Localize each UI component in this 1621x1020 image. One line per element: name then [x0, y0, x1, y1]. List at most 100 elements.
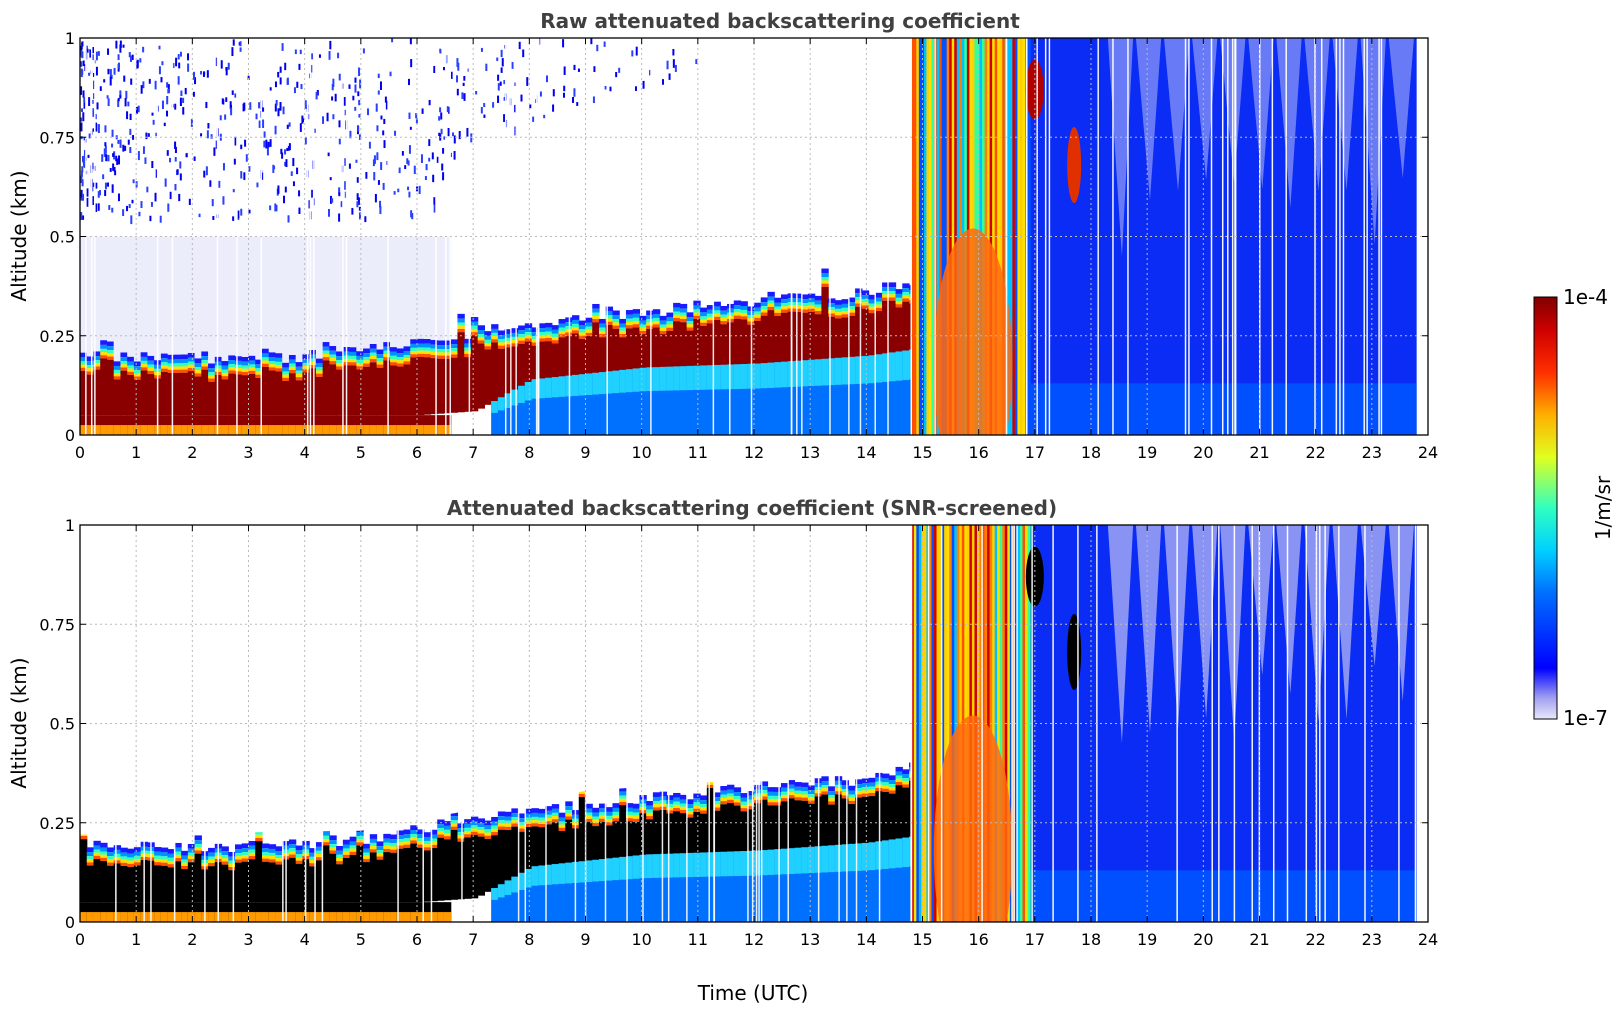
noise-cell: [174, 183, 177, 191]
noise-cell: [463, 93, 466, 101]
heatmap-cell: [288, 363, 297, 367]
noise-cell: [411, 213, 414, 220]
gap-line: [94, 38, 96, 435]
noise-cell: [404, 165, 407, 170]
heatmap-cell: [518, 818, 526, 823]
heatmap-cell: [518, 822, 526, 826]
x-tick-label: 1: [131, 930, 141, 949]
heatmap-cell: [538, 323, 546, 329]
heatmap-cell: [443, 358, 452, 414]
x-tick-label: 6: [412, 930, 422, 949]
heatmap-cell: [309, 856, 317, 861]
heatmap-cell: [821, 845, 829, 922]
heatmap-cell: [396, 425, 405, 435]
heatmap-cell: [538, 823, 546, 828]
heatmap-cell: [147, 374, 155, 416]
noise-cell: [334, 93, 337, 102]
heatmap-cell: [336, 857, 344, 862]
heatmap-cell: [720, 317, 728, 322]
heatmap-cell: [780, 361, 789, 388]
heatmap-cell: [868, 777, 876, 783]
noise-cell: [299, 123, 302, 132]
heatmap-cell: [464, 837, 472, 899]
heatmap-cell: [767, 799, 775, 803]
heatmap-cell: [828, 303, 836, 308]
noise-cell: [331, 83, 334, 91]
heatmap-cell: [167, 857, 175, 861]
heatmap-cell: [646, 816, 654, 820]
heatmap-cell: [632, 327, 641, 369]
heatmap-cell: [309, 912, 317, 922]
heatmap-cell: [396, 845, 405, 849]
noise-cell: [111, 184, 114, 193]
noise-cell: [292, 181, 295, 187]
noise-cell: [532, 116, 535, 122]
heatmap-cell: [713, 306, 721, 311]
heatmap-cell: [902, 350, 910, 435]
y-axis-label: Altitude (km): [7, 657, 31, 788]
heatmap-column: [430, 829, 438, 922]
heatmap-cell: [322, 360, 330, 416]
heatmap-cell: [423, 357, 432, 415]
noise-cell: [293, 87, 296, 94]
heatmap-cell: [208, 363, 216, 369]
heatmap-cell: [720, 314, 728, 318]
heatmap-cell: [625, 811, 634, 816]
heatmap-cell: [127, 361, 135, 366]
heatmap-cell: [646, 310, 654, 316]
heatmap-cell: [713, 316, 721, 320]
heatmap-column: [558, 812, 566, 922]
heatmap-cell: [524, 868, 533, 888]
heatmap-cell: [814, 359, 822, 435]
noise-cell: [315, 91, 318, 100]
heatmap-cell: [875, 301, 883, 305]
noise-cell: [117, 62, 120, 70]
heatmap-cell: [875, 304, 883, 308]
cloud-cell: [911, 38, 915, 435]
heatmap-cell: [160, 847, 169, 853]
heatmap-cell: [720, 786, 728, 791]
cloud-cell: [946, 525, 950, 922]
noise-cell: [695, 59, 698, 65]
heatmap-cell: [228, 863, 236, 868]
heatmap-cell: [888, 300, 897, 353]
heatmap-cell: [740, 309, 748, 314]
heatmap-column: [322, 236, 330, 435]
gap-line: [1319, 525, 1321, 922]
heatmap-cell: [740, 313, 748, 317]
heatmap-cell: [309, 848, 317, 853]
heatmap-column: [861, 290, 870, 435]
heatmap-column: [167, 236, 175, 435]
noise-cell: [166, 95, 169, 105]
heatmap-cell: [295, 370, 304, 374]
heatmap-cell: [511, 328, 519, 333]
heatmap-cell: [673, 321, 681, 367]
heatmap-cell: [740, 319, 748, 365]
heatmap-cell: [383, 236, 391, 343]
heatmap-cell: [686, 811, 694, 815]
heatmap-cell: [187, 371, 196, 416]
heatmap-cell: [315, 373, 324, 377]
heatmap-cell: [396, 366, 405, 416]
heatmap-column: [174, 236, 182, 435]
heatmap-cell: [322, 835, 330, 839]
heatmap-cell: [700, 795, 708, 801]
heatmap-cell: [363, 858, 371, 863]
heatmap-cell: [511, 332, 519, 337]
heatmap-cell: [760, 363, 769, 435]
heatmap-cell: [309, 361, 317, 366]
heatmap-cell: [390, 347, 398, 352]
heatmap-cell: [754, 850, 762, 922]
heatmap-cell: [747, 802, 755, 807]
heatmap-cell: [336, 861, 344, 865]
heatmap-cell: [841, 357, 849, 435]
heatmap-column: [268, 236, 277, 435]
x-tick-label: 2: [187, 930, 197, 949]
heatmap-cell: [113, 860, 122, 864]
noise-cell: [273, 165, 276, 170]
gap-line: [1013, 525, 1015, 922]
noise-cell: [281, 43, 284, 51]
heatmap-cell: [235, 849, 243, 854]
heatmap-cell: [133, 859, 142, 863]
heatmap-cell: [861, 299, 870, 303]
